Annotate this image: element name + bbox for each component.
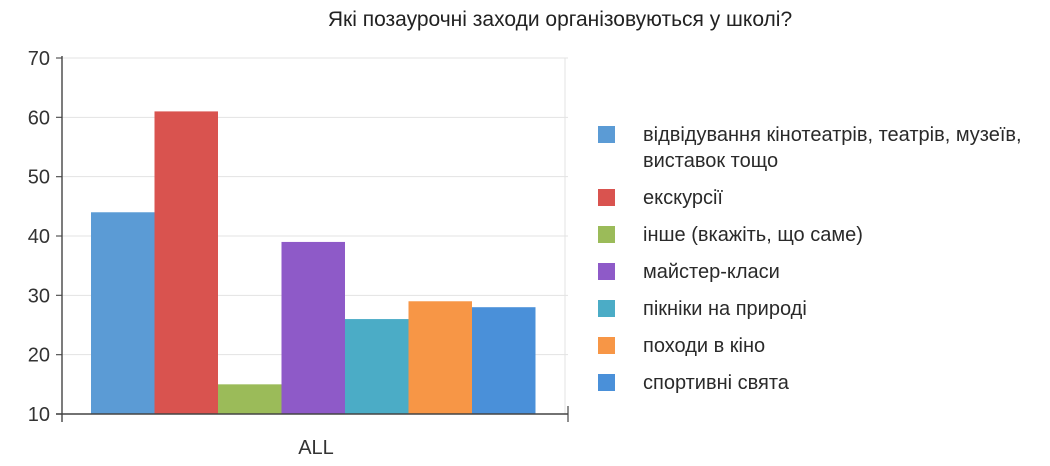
y-tick-label: 60	[28, 107, 50, 129]
legend-swatch	[598, 374, 615, 391]
bar-7	[472, 307, 536, 414]
legend-swatch	[598, 300, 615, 317]
bar-5	[345, 319, 409, 414]
legend-label: майстер-класи	[643, 261, 780, 283]
legend-item-3: інше (вкажіть, що саме)	[598, 222, 1043, 248]
legend-item-7: спортивні свята	[598, 370, 1043, 396]
legend-item-2: екскурсії	[598, 185, 1043, 211]
bars-layer	[91, 111, 536, 415]
legend-swatch	[598, 189, 615, 206]
y-tick-label: 10	[28, 404, 50, 426]
bar-2	[154, 111, 218, 415]
y-tick-label: 40	[28, 226, 50, 248]
legend-item-4: майстер-класи	[598, 259, 1043, 285]
legend-item-5: пікніки на природі	[598, 296, 1043, 322]
chart-legend: відвідування кінотеатрів, театрів, музеї…	[598, 122, 1043, 407]
y-tick-label: 30	[28, 285, 50, 307]
legend-swatch	[598, 263, 615, 280]
y-tick-label: 50	[28, 167, 50, 189]
bar-3	[218, 384, 282, 414]
bar-4	[281, 241, 345, 414]
legend-swatch	[598, 226, 615, 243]
legend-label: спортивні свята	[643, 372, 789, 394]
legend-label: походи в кіно	[643, 335, 766, 357]
y-tick-label: 70	[28, 48, 50, 70]
legend-label: пікніки на природі	[643, 298, 807, 320]
x-category-label: ALL	[298, 437, 334, 459]
legend-swatch	[598, 337, 615, 354]
axis-layer	[56, 56, 569, 422]
y-tick-label: 20	[28, 345, 50, 367]
legend-item-6: походи в кіно	[598, 333, 1043, 359]
bar-6	[408, 301, 472, 414]
bar-1	[91, 212, 155, 414]
legend-label: екскурсії	[643, 187, 723, 209]
ticks-layer: 10 20 30 40 50 60 70 ALL	[28, 48, 334, 459]
legend-item-1: відвідування кінотеатрів, театрів, музеї…	[598, 122, 1043, 174]
chart-title: Які позаурочні заходи організовуються у …	[327, 8, 793, 31]
legend-label: відвідування кінотеатрів, театрів, музеї…	[643, 124, 1022, 172]
legend-swatch	[598, 126, 615, 143]
legend-label: інше (вкажіть, що саме)	[643, 224, 863, 246]
